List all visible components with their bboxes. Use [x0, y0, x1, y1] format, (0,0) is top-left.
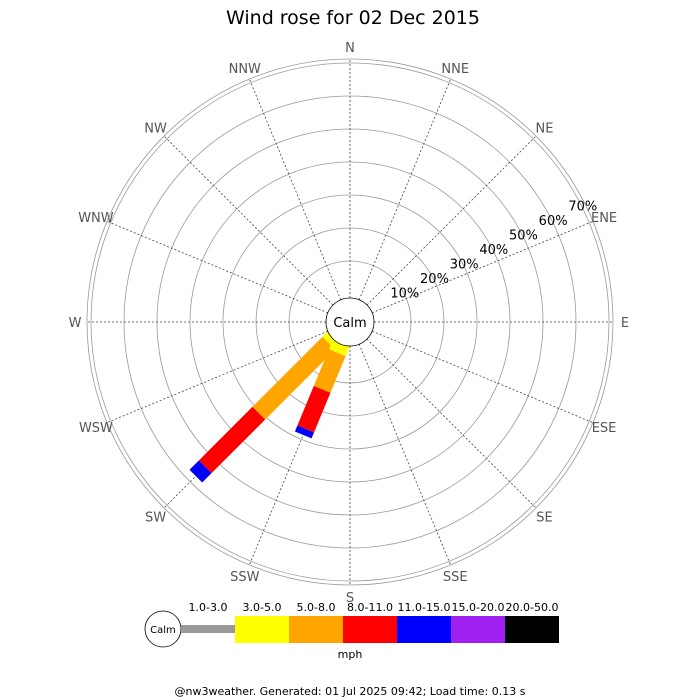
- percent-label: 70%: [568, 199, 597, 214]
- direction-label-w: W: [69, 316, 82, 331]
- legend-calm-label: Calm: [150, 625, 176, 636]
- legend-swatch: [343, 616, 397, 643]
- direction-label-sse: SSE: [443, 570, 468, 585]
- sector-bars: [189, 329, 351, 483]
- percent-label: 40%: [479, 243, 508, 258]
- legend-bin-label: 11.0-15.0: [398, 601, 451, 614]
- legend-bin-label: 15.0-20.0: [452, 601, 505, 614]
- bar-segment-sw-3: [198, 406, 266, 474]
- legend-swatch: [235, 616, 289, 643]
- legend-swatch: [451, 616, 505, 643]
- direction-label-nne: NNE: [441, 62, 469, 77]
- outer-ring: [86, 58, 614, 586]
- legend-swatch: [289, 616, 343, 643]
- direction-labels: N NNE NE ENE E ESE SE SSE S SSW SW WSW W WNW NW NNW: [69, 41, 630, 606]
- direction-label-nnw: NNW: [229, 62, 261, 77]
- legend-bin-label: 1.0-3.0: [189, 601, 228, 614]
- legend-swatch: [181, 625, 235, 633]
- direction-label-s: S: [346, 591, 354, 606]
- bar-segment-sw-4: [189, 460, 212, 483]
- bar-segment-sw-2: [252, 336, 336, 420]
- legend-swatch: [505, 616, 559, 643]
- speed-legend: Calm 1.0-3.0 3.0-5.0 5.0-8.0 8.0-11.0 11.0-1…: [144, 601, 559, 648]
- percent-ring: [222, 194, 478, 450]
- percent-label: 50%: [509, 228, 538, 243]
- percent-label: 20%: [420, 272, 449, 287]
- direction-label-e: E: [621, 316, 629, 331]
- direction-label-ene: ENE: [591, 211, 617, 226]
- percent-label: 60%: [539, 214, 568, 229]
- direction-label-nw: NW: [144, 122, 167, 137]
- legend-bin-label: 3.0-5.0: [243, 601, 282, 614]
- direction-label-sw: SW: [145, 510, 166, 525]
- grid-layer: [86, 58, 614, 586]
- direction-label-wsw: WSW: [79, 421, 113, 436]
- bar-segment-ssw-3: [297, 385, 331, 433]
- percent-label: 30%: [450, 257, 479, 272]
- legend-bin-label: 5.0-8.0: [297, 601, 336, 614]
- direction-label-ne: NE: [535, 122, 553, 137]
- footer-text: @nw3weather. Generated: 01 Jul 2025 09:4…: [175, 685, 526, 698]
- percent-ring: [90, 62, 610, 582]
- direction-label-n: N: [345, 41, 355, 56]
- direction-label-ese: ESE: [592, 421, 617, 436]
- percent-label: 10%: [390, 286, 419, 301]
- legend-bin-label: 20.0-50.0: [506, 601, 559, 614]
- legend-swatch: [397, 616, 451, 643]
- bar-segment-ssw-4: [294, 425, 315, 439]
- direction-label-wnw: WNW: [78, 211, 114, 226]
- chart-title: Wind rose for 02 Dec 2015: [226, 7, 480, 29]
- calm-circle: Calm: [325, 297, 375, 347]
- direction-label-ssw: SSW: [230, 570, 260, 585]
- legend-bin-label: 8.0-11.0: [347, 601, 393, 614]
- direction-label-se: SE: [536, 510, 552, 525]
- legend-unit-label: mph: [338, 648, 363, 661]
- calm-label: Calm: [333, 316, 366, 331]
- percent-labels: 10%20%30%40%50%60%70%: [390, 199, 597, 301]
- bar-segment-ssw-2: [313, 349, 346, 393]
